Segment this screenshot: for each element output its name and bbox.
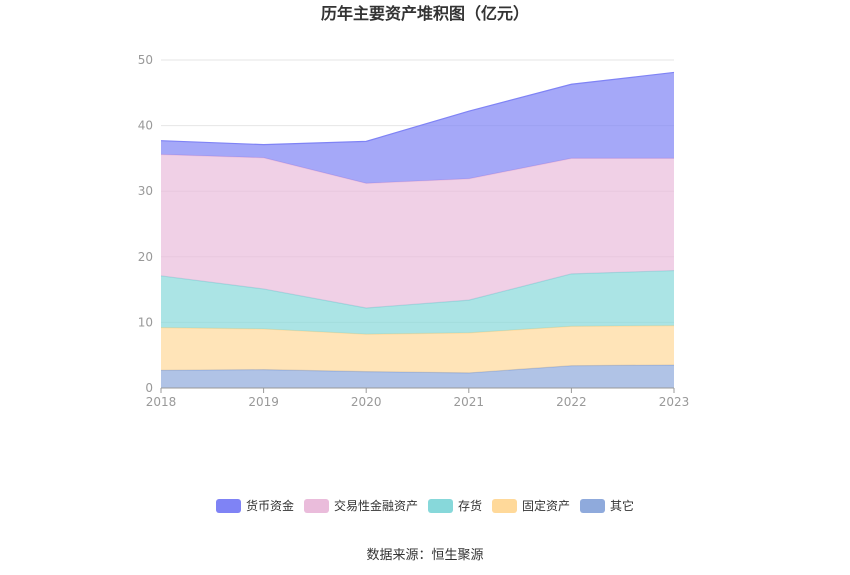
y-tick-label: 10	[138, 315, 153, 329]
legend-item[interactable]: 其它	[580, 498, 634, 513]
area-series-1[interactable]	[161, 325, 674, 373]
x-tick-label: 2019	[248, 395, 279, 409]
legend-swatch	[304, 499, 329, 513]
y-tick-label: 30	[138, 184, 153, 198]
legend[interactable]: 货币资金 交易性金融资产 存货 固定资产 其它	[216, 498, 634, 513]
area-layer	[160, 71, 675, 388]
legend-label: 交易性金融资产	[334, 498, 418, 513]
legend-swatch	[428, 499, 453, 513]
x-tick-label: 2018	[146, 395, 177, 409]
legend-label: 存货	[458, 498, 482, 513]
axis-layer: 0 10 20 30 40 50 2018 2019 2020 2021 2022 2023	[138, 53, 690, 409]
x-tick-label: 2020	[351, 395, 382, 409]
legend-item[interactable]: 货币资金	[216, 498, 294, 513]
y-tick-label: 40	[138, 119, 153, 133]
y-tick-label: 50	[138, 53, 153, 67]
legend-label: 其它	[610, 498, 634, 513]
chart-title: 历年主要资产堆积图（亿元）	[321, 4, 529, 23]
legend-item[interactable]: 交易性金融资产	[304, 498, 418, 513]
x-tick-label: 2021	[454, 395, 485, 409]
legend-label: 固定资产	[522, 498, 570, 513]
y-tick-label: 20	[138, 250, 153, 264]
y-tick-label: 0	[145, 381, 153, 395]
legend-swatch	[580, 499, 605, 513]
x-tick-label: 2022	[556, 395, 587, 409]
area-series-2[interactable]	[161, 270, 674, 335]
area-series-4[interactable]	[161, 72, 674, 184]
data-source-note: 数据来源：恒生聚源	[366, 548, 483, 563]
legend-swatch	[216, 499, 241, 513]
legend-item[interactable]: 固定资产	[492, 498, 570, 513]
area-series-0[interactable]	[161, 365, 674, 388]
legend-swatch	[492, 499, 517, 513]
legend-item[interactable]: 存货	[428, 498, 482, 513]
area-series-edge-4	[160, 71, 675, 146]
x-tick-label: 2023	[659, 395, 690, 409]
area-series-3[interactable]	[161, 154, 674, 308]
legend-label: 货币资金	[246, 498, 294, 513]
